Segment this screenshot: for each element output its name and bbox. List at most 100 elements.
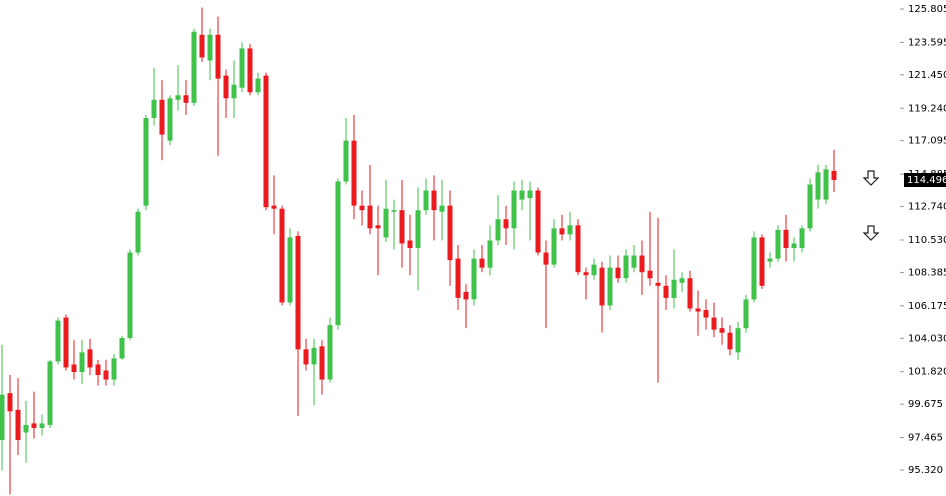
candle-body <box>799 228 805 248</box>
candle-body <box>479 258 485 268</box>
candle-body <box>655 282 661 286</box>
candle-body <box>751 237 757 300</box>
candle-body <box>167 98 173 141</box>
candle-body <box>183 95 189 103</box>
candle-body <box>127 252 133 338</box>
candle-body <box>359 205 365 211</box>
candle-body <box>287 237 293 303</box>
candle-body <box>191 31 197 103</box>
candle-body <box>735 328 741 353</box>
candle-body <box>399 210 405 244</box>
candle-body <box>759 237 765 286</box>
candle-body <box>679 278 685 283</box>
candle-body <box>543 252 549 265</box>
candle-body <box>0 394 5 441</box>
y-tick-label: 121.450 <box>908 70 946 81</box>
candle-body <box>7 393 13 412</box>
candle-body <box>719 328 725 333</box>
candle-body <box>727 332 733 350</box>
candle-body <box>439 205 445 212</box>
candle-body <box>375 225 381 229</box>
candle-body <box>87 349 93 368</box>
last-price-label: 114.496 <box>907 175 946 186</box>
candle-body <box>623 255 629 279</box>
candle-body <box>159 99 165 135</box>
candle-body <box>423 190 429 211</box>
candle-body <box>495 219 501 241</box>
y-tick-label: 112.740 <box>908 202 946 213</box>
y-tick-label: 117.095 <box>908 136 946 147</box>
candle-body <box>447 205 453 261</box>
candle-body <box>199 34 205 58</box>
y-tick-label: 110.530 <box>908 235 946 246</box>
candle-body <box>455 258 461 298</box>
y-tick-label: 104.030 <box>908 333 946 344</box>
candle-body <box>687 278 693 309</box>
candle-body <box>823 169 829 200</box>
candle-body <box>343 140 349 182</box>
candle-body <box>215 34 221 79</box>
candle-body <box>143 117 149 206</box>
candle-body <box>471 258 477 300</box>
candle-body <box>247 48 253 93</box>
candle-body <box>487 240 493 268</box>
candle-body <box>79 352 85 372</box>
candle-body <box>47 361 53 425</box>
candle-body <box>263 75 269 208</box>
y-tick-label: 119.240 <box>908 103 946 114</box>
candle-body <box>503 219 509 229</box>
candle-body <box>575 225 581 273</box>
candle-body <box>807 184 813 229</box>
candle-body <box>319 346 325 380</box>
candle-body <box>71 364 77 372</box>
sell-arrow <box>862 225 880 241</box>
candle-body <box>431 190 437 211</box>
candle-body <box>815 172 821 200</box>
sell-arrow <box>862 170 880 186</box>
candle-body <box>151 99 157 118</box>
candle-body <box>39 423 45 428</box>
candle-body <box>119 337 125 359</box>
candle-body <box>175 95 181 100</box>
candle-body <box>135 211 141 253</box>
candle-body <box>519 190 525 200</box>
candle-body <box>831 170 837 180</box>
y-tick-label: 95.320 <box>908 465 943 476</box>
candle-body <box>383 208 389 238</box>
candle-body <box>271 205 277 209</box>
candle-body <box>303 349 309 365</box>
candle-body <box>311 347 317 365</box>
candle-body <box>551 228 557 265</box>
candle-body <box>223 75 229 99</box>
candle-body <box>367 205 373 229</box>
candle-body <box>295 235 301 350</box>
candle-body <box>239 48 245 88</box>
candle-body <box>671 279 677 298</box>
y-tick-label: 101.820 <box>908 367 946 378</box>
y-tick-label: 108.385 <box>908 267 946 278</box>
candle-body <box>351 140 357 206</box>
candle-body <box>743 299 749 329</box>
candle-body <box>95 364 101 376</box>
y-tick-label: 97.465 <box>908 433 943 444</box>
candle-body <box>231 84 237 99</box>
candle-body <box>695 308 701 312</box>
candle-body <box>535 190 541 253</box>
candle-body <box>607 267 613 306</box>
candle-body <box>15 409 21 441</box>
candle-body <box>55 320 61 362</box>
candle-body <box>391 210 397 212</box>
candle-body <box>63 317 69 368</box>
candle-body <box>255 78 261 93</box>
candle-body <box>599 267 605 306</box>
y-tick-label: 125.805 <box>908 4 946 15</box>
candle-body <box>327 325 333 380</box>
candle-body <box>615 267 621 279</box>
candle-body <box>767 258 773 262</box>
candle-body <box>591 264 597 276</box>
candle-body <box>775 229 781 259</box>
candle-body <box>567 225 573 235</box>
candle-body <box>279 208 285 303</box>
candle-body <box>23 424 29 433</box>
